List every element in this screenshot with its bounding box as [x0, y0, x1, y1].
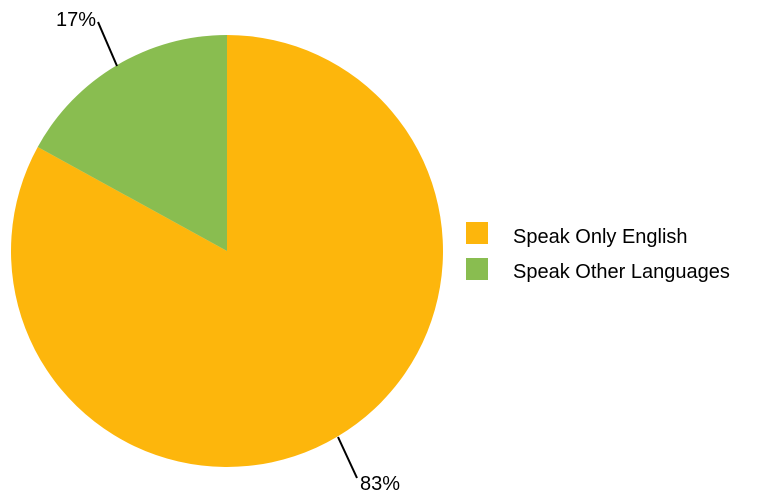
legend: Speak Only English Speak Other Languages: [466, 222, 730, 283]
leader-line-speak-other-languages: [97, 21, 118, 67]
legend-label-speak-only-english: Speak Only English: [513, 226, 688, 248]
legend-swatch-speak-only-english: [466, 222, 488, 244]
legend-swatch-speak-other-languages: [466, 258, 488, 280]
pie-slice-speak-only-english: [11, 35, 444, 468]
data-label-speak-only-english: 83%: [360, 473, 400, 495]
legend-label-speak-other-languages: Speak Other Languages: [513, 261, 730, 283]
data-label-speak-other-languages: 17%: [56, 9, 96, 31]
pie-slices: [11, 35, 444, 468]
leader-line-speak-only-english: [337, 436, 358, 479]
leader-lines: [97, 21, 358, 479]
pie-slice-speak-other-languages: [37, 35, 227, 251]
